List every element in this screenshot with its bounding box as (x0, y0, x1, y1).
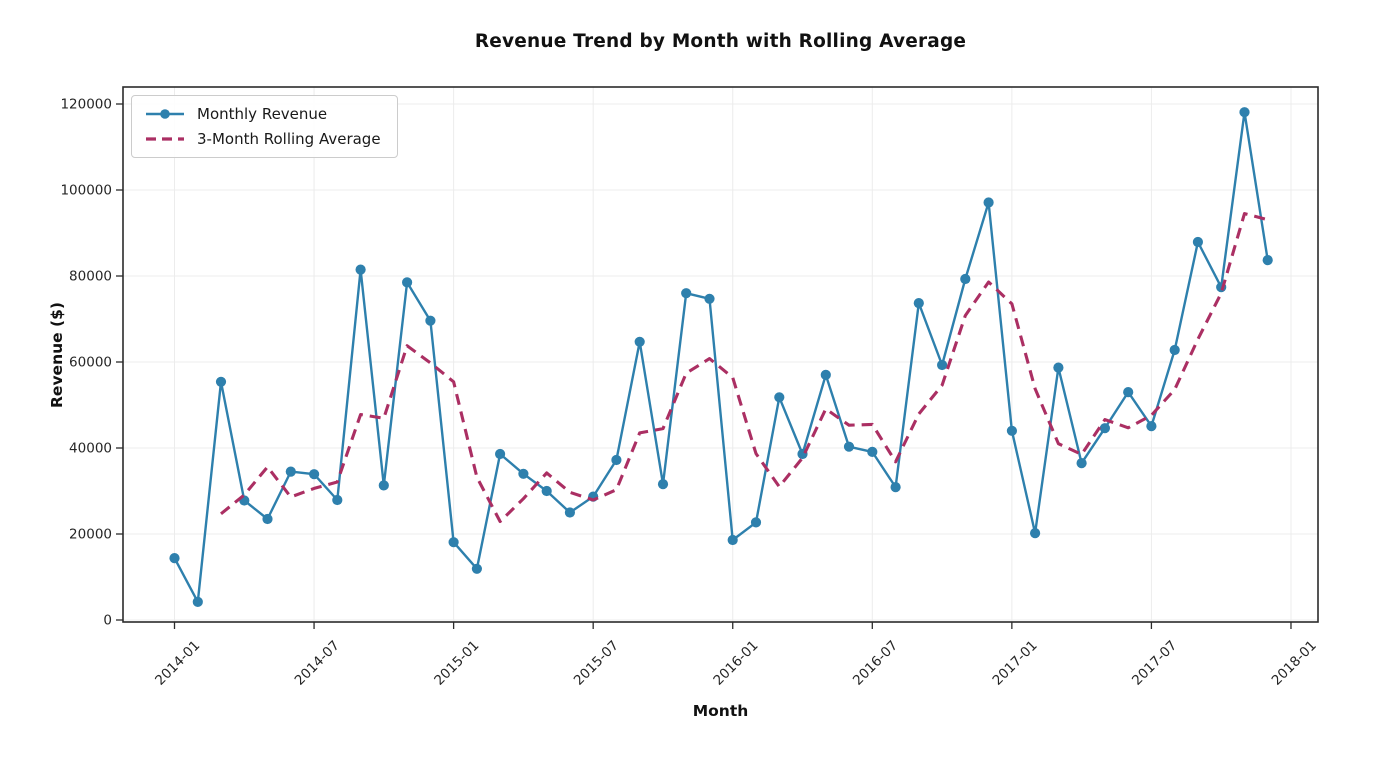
monthly-revenue-point (215, 376, 227, 387)
monthly-revenue-point (774, 392, 785, 403)
legend: Monthly Revenue 3-Month Rolling Average (131, 95, 398, 158)
x-tick-label: 2015-07 (571, 638, 622, 689)
x-tick-label: 2014-01 (152, 638, 203, 689)
x-axis-label: Month (692, 702, 749, 720)
monthly-revenue-point (448, 537, 459, 548)
x-tick-label: 2017-01 (989, 638, 1040, 689)
monthly-revenue-point (378, 480, 389, 491)
monthly-revenue-point (1053, 362, 1064, 373)
monthly-revenue-point (704, 293, 715, 304)
legend-item-rolling-average: 3-Month Rolling Average (144, 130, 381, 148)
y-axis-label: Revenue ($) (48, 302, 66, 408)
x-tick-label: 2014-07 (292, 638, 343, 689)
legend-item-monthly-revenue: Monthly Revenue (144, 105, 381, 123)
y-tick-label: 60000 (69, 355, 112, 371)
monthly-revenue-point (867, 446, 878, 457)
monthly-revenue-point (541, 485, 552, 497)
legend-swatch-line-marker-icon (146, 109, 184, 119)
monthly-revenue-point (1076, 458, 1087, 469)
y-tick-label: 0 (103, 613, 112, 629)
rolling-average-line (220, 212, 1269, 524)
monthly-revenue-point (634, 336, 645, 347)
legend-label-rolling-average: 3-Month Rolling Average (197, 130, 381, 148)
monthly-revenue-point (1099, 423, 1110, 434)
legend-swatch-dashed-line-icon (146, 137, 184, 141)
chart-title: Revenue Trend by Month with Rolling Aver… (474, 31, 967, 52)
legend-label-monthly-revenue: Monthly Revenue (197, 105, 328, 123)
monthly-revenue-point (495, 448, 506, 460)
monthly-revenue-point (750, 517, 762, 528)
axes-box (122, 86, 1319, 623)
x-tick-label: 2016-01 (710, 638, 761, 689)
monthly-revenue-point (192, 596, 203, 608)
monthly-revenue-point (843, 441, 855, 452)
monthly-revenue-point (1146, 421, 1157, 432)
monthly-revenue-point (169, 553, 180, 564)
x-tick-label: 2017-07 (1129, 638, 1180, 689)
monthly-revenue-point (890, 482, 901, 493)
y-tick-label: 100000 (60, 183, 112, 199)
monthly-revenue-point (1006, 425, 1018, 436)
monthly-revenue-point (564, 507, 576, 518)
monthly-revenue-point (518, 468, 529, 479)
monthly-revenue-point (937, 359, 948, 371)
monthly-revenue-point (727, 534, 738, 546)
monthly-revenue-point (1262, 255, 1273, 266)
monthly-revenue-point (820, 369, 831, 380)
y-tick-label: 20000 (69, 527, 112, 543)
y-tick-label: 120000 (60, 97, 112, 113)
x-tick-label: 2016-07 (850, 638, 901, 689)
y-tick-label: 40000 (69, 441, 112, 457)
monthly-revenue-point (309, 469, 320, 480)
x-tick-label: 2018-01 (1269, 638, 1320, 689)
monthly-revenue-point (425, 315, 436, 326)
monthly-revenue-point (960, 273, 971, 285)
monthly-revenue-point (681, 288, 692, 299)
monthly-revenue-point (1239, 107, 1250, 118)
monthly-revenue-line (173, 111, 1269, 604)
monthly-revenue-point (1169, 344, 1180, 356)
x-tick-label: 2015-01 (431, 638, 482, 689)
monthly-revenue-point (262, 513, 273, 525)
monthly-revenue-point (913, 298, 924, 309)
monthly-revenue-point (611, 454, 622, 466)
monthly-revenue-point (402, 277, 413, 288)
monthly-revenue-point (285, 466, 296, 477)
monthly-revenue-point (1192, 236, 1203, 248)
monthly-revenue-point (657, 479, 669, 490)
monthly-revenue-point (332, 494, 343, 506)
monthly-revenue-point (471, 563, 482, 574)
y-tick-label: 80000 (69, 269, 112, 285)
monthly-revenue-point (355, 264, 366, 275)
monthly-revenue-point (983, 197, 994, 208)
monthly-revenue-point (1030, 528, 1041, 539)
monthly-revenue-point (1123, 387, 1134, 398)
